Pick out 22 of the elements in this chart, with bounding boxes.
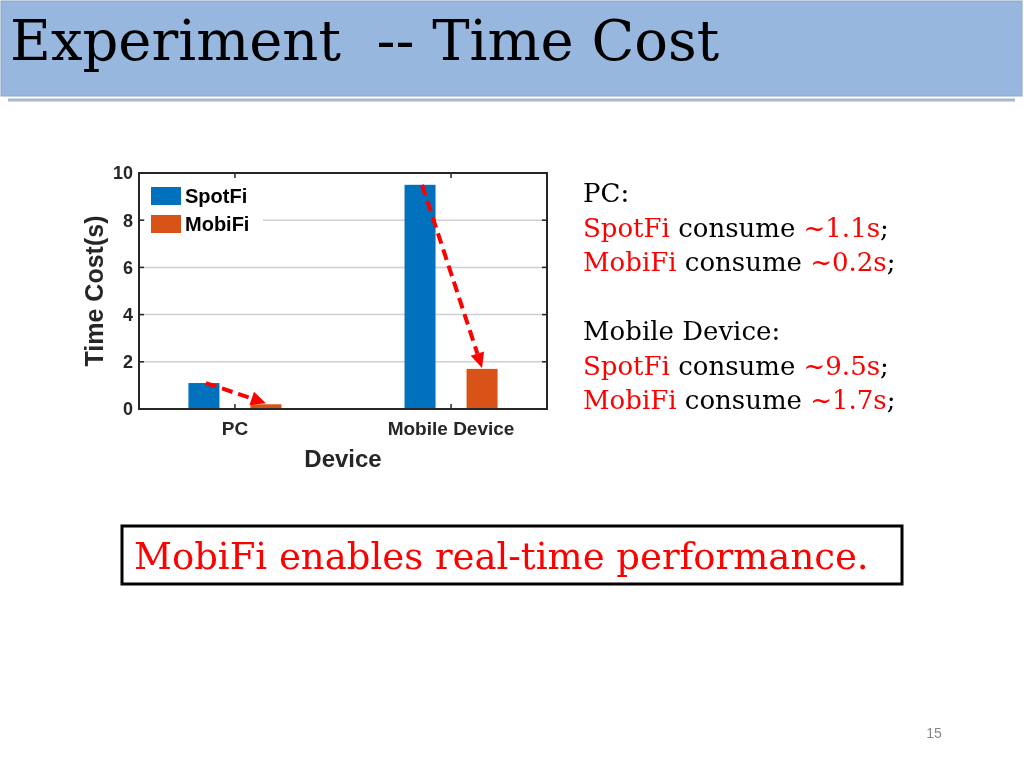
y-tick-label: 6 <box>122 257 133 278</box>
text: 15 <box>926 725 942 741</box>
text: SpotFi consume ~1.1s; <box>583 212 889 243</box>
x-tick-label: Mobile Device <box>387 418 515 439</box>
bar <box>466 368 498 409</box>
x-tick-label: PC <box>221 418 249 439</box>
text: Mobile Device: <box>583 316 781 346</box>
x-axis-title: Device <box>304 445 382 472</box>
y-tick-label: 4 <box>122 304 133 325</box>
y-axis-title: Time Cost(s) <box>80 215 108 367</box>
text: SpotFi consume ~9.5s; <box>583 350 889 381</box>
y-tick-label: 8 <box>122 210 133 231</box>
text: PC: <box>583 178 630 208</box>
text: MobiFi consume ~0.2s; <box>583 247 896 277</box>
text: MobiFi consume ~1.7s; <box>583 385 896 415</box>
legend-label: SpotFi <box>185 185 248 207</box>
chart-title: Experiment -- Time Cost <box>10 8 720 73</box>
y-tick-label: 10 <box>112 163 133 184</box>
y-tick-label: 2 <box>122 352 133 373</box>
y-tick-label: 0 <box>122 399 133 420</box>
legend-label: MobiFi <box>185 213 250 235</box>
text: MobiFi enables real-time performance. <box>134 535 869 578</box>
